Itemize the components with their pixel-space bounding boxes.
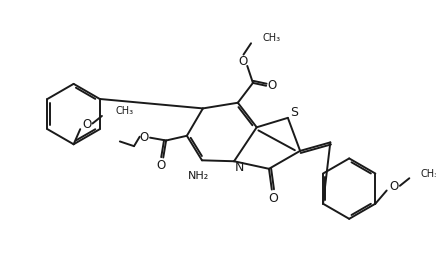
Text: N: N (235, 161, 245, 174)
Text: O: O (390, 180, 399, 193)
Text: O: O (238, 55, 247, 68)
Text: CH₃: CH₃ (262, 33, 280, 43)
Text: CH₃: CH₃ (421, 168, 436, 178)
Text: CH₃: CH₃ (115, 106, 133, 116)
Text: S: S (290, 106, 299, 119)
Text: O: O (82, 118, 92, 131)
Text: O: O (268, 192, 278, 205)
Text: O: O (267, 79, 276, 92)
Text: O: O (140, 131, 149, 144)
Text: NH₂: NH₂ (187, 171, 209, 181)
Text: O: O (157, 159, 166, 172)
